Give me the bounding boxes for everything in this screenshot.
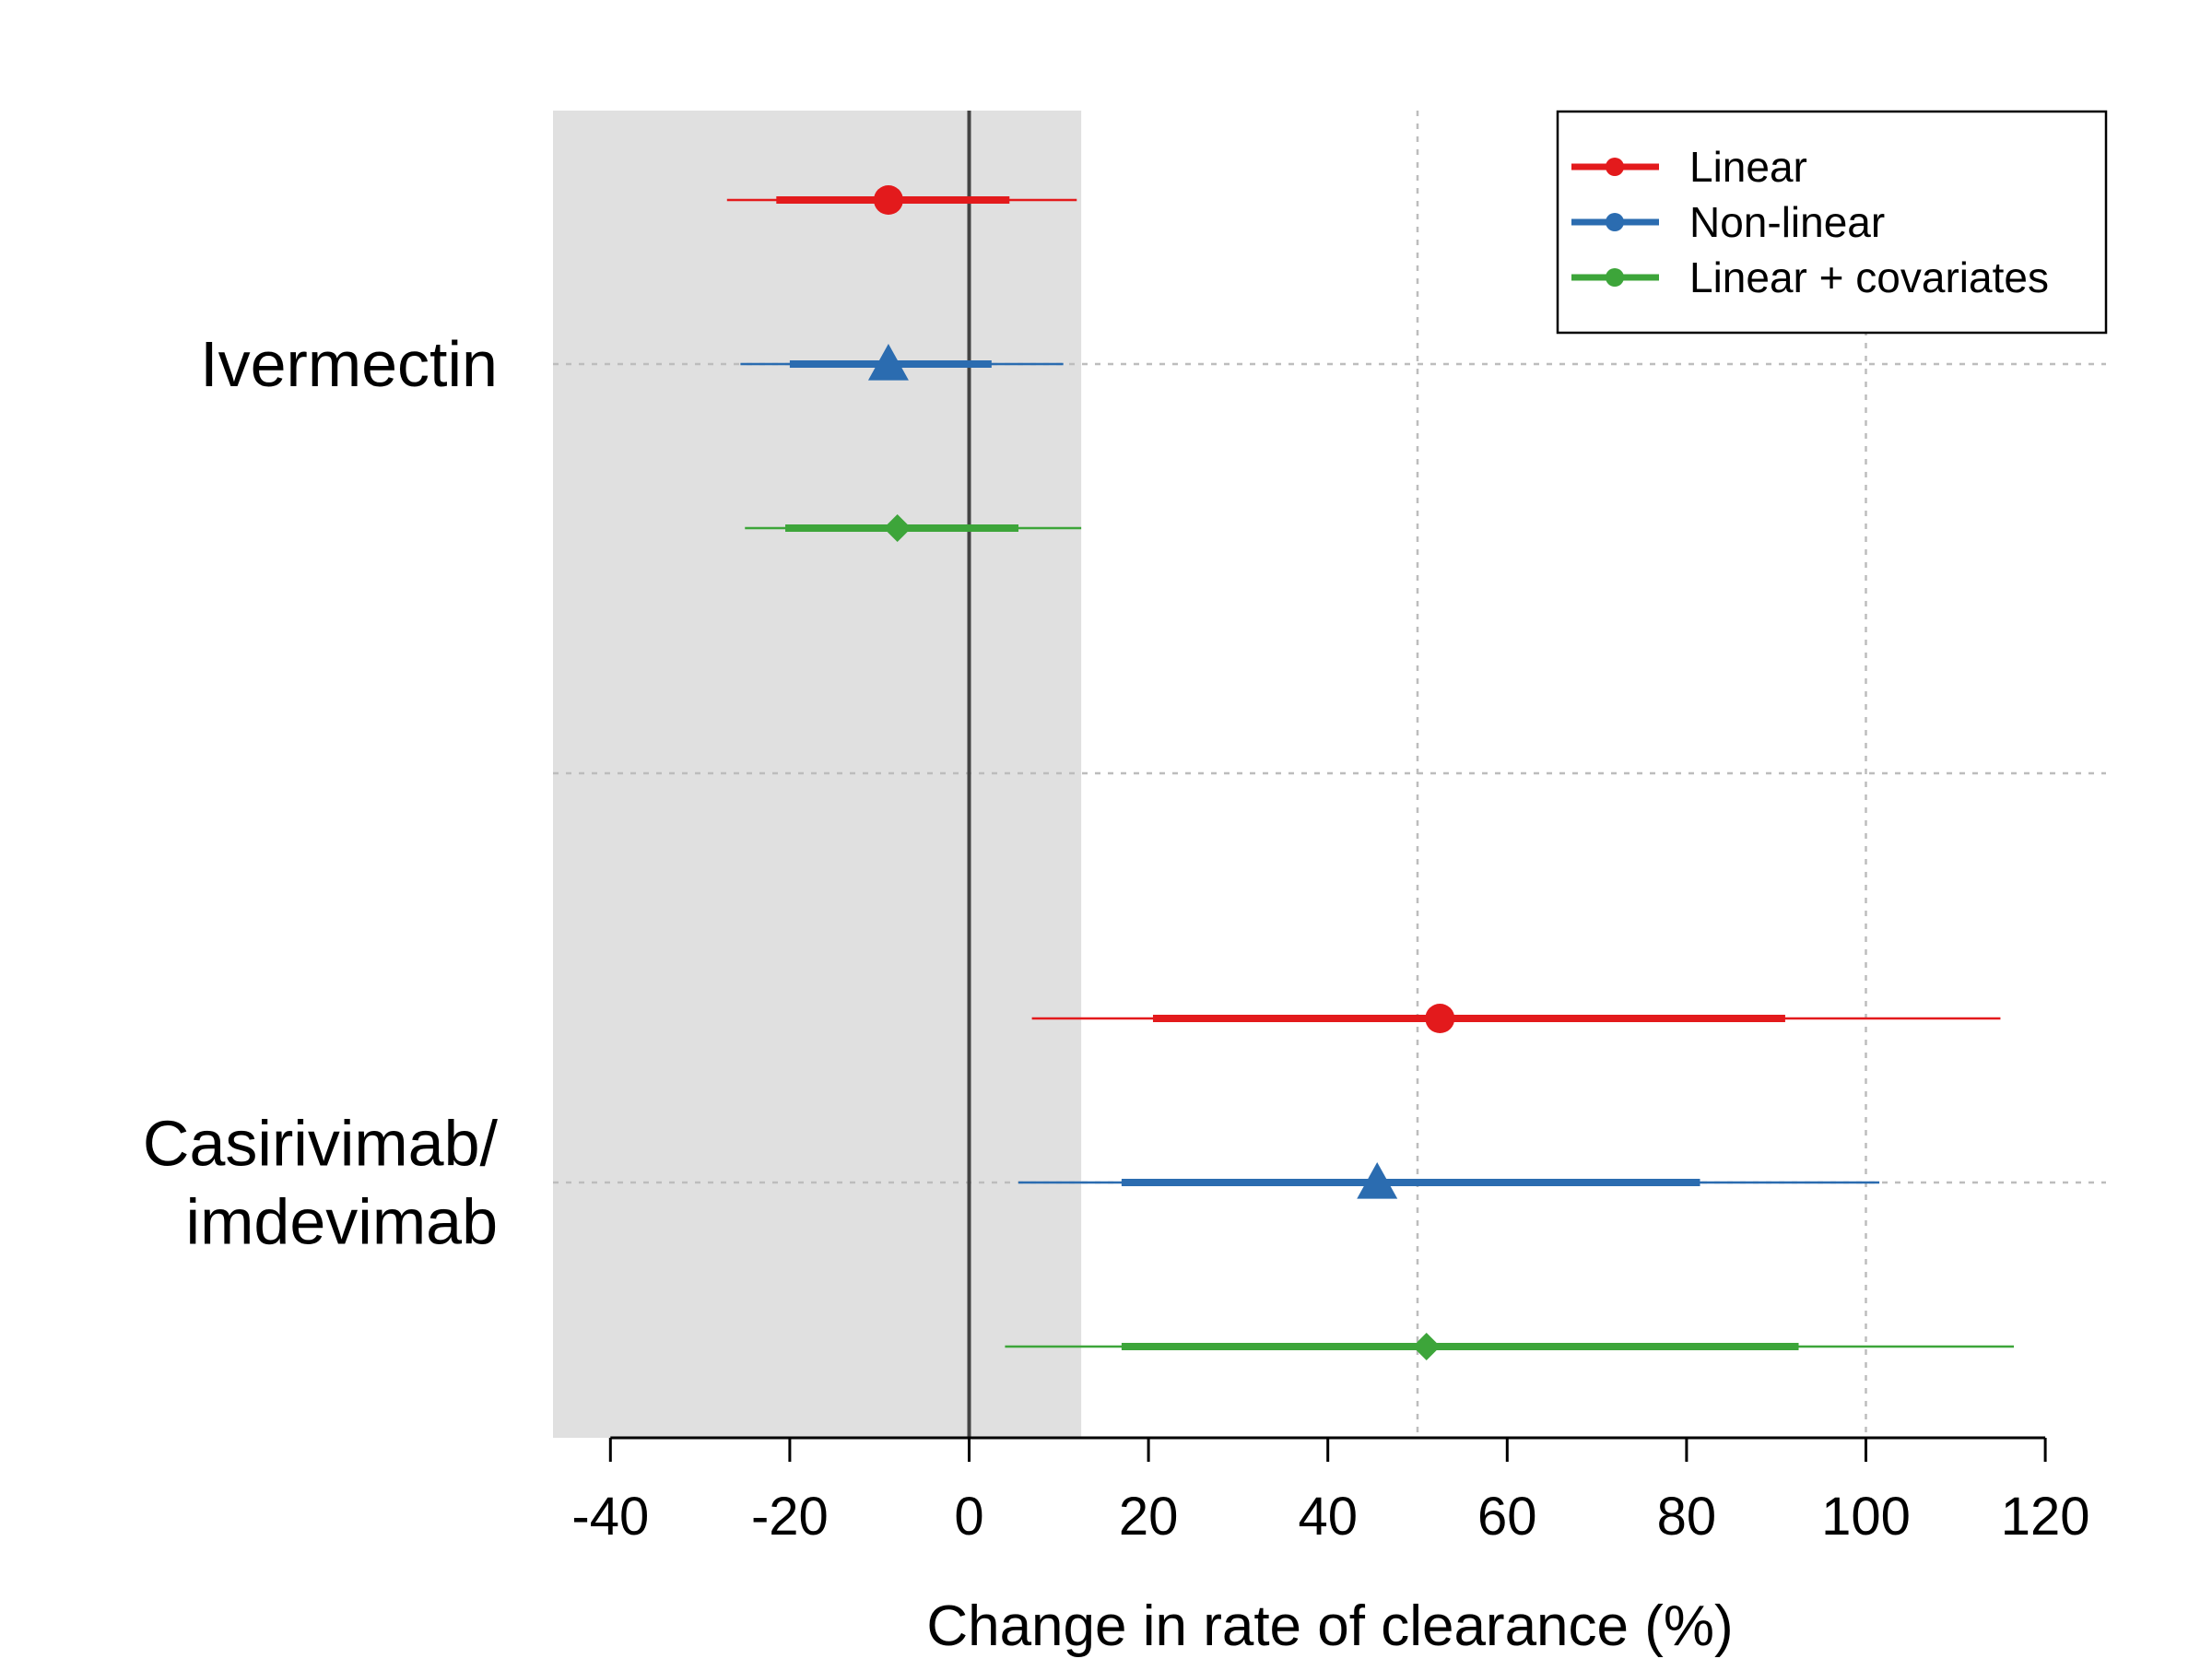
x-axis-title: Change in rate of clearance (%) — [926, 1594, 1733, 1658]
legend-swatch-dot — [1606, 158, 1624, 176]
point-estimate-diamond — [883, 514, 912, 542]
series-non-linear — [740, 344, 1880, 1199]
legend-item: Non-linear — [1571, 198, 1885, 246]
x-tick-label: 60 — [1477, 1487, 1537, 1547]
legend-label: Non-linear — [1689, 198, 1885, 246]
series-marks — [726, 185, 2015, 1360]
x-tick-label: 80 — [1657, 1487, 1717, 1547]
point-estimate-circle — [1425, 1004, 1455, 1033]
legend: Linear Non-linear Linear + covariates — [1556, 110, 2108, 335]
point-estimate-diamond — [1412, 1333, 1441, 1360]
x-tick-label: 0 — [954, 1487, 983, 1547]
legend-item: Linear + covariates — [1571, 253, 2049, 301]
x-tick-label: -20 — [751, 1487, 829, 1547]
point-estimate-triangle — [867, 344, 909, 381]
x-axis: -40 -20 0 20 40 60 80 100 120 — [571, 1436, 2090, 1547]
x-tick-label: -40 — [571, 1487, 649, 1547]
series-linear-covariates — [745, 514, 2015, 1360]
category-label: Casirivimab/ — [143, 1108, 499, 1180]
x-tick-label: 20 — [1119, 1487, 1179, 1547]
legend-label: Linear + covariates — [1689, 253, 2049, 301]
point-estimate-circle — [873, 185, 903, 215]
category-labels: Ivermectin Casirivimab/imdevimab — [143, 328, 499, 1258]
x-tick-label: 40 — [1298, 1487, 1358, 1547]
point-estimate-triangle — [1357, 1162, 1398, 1199]
x-tick-label: 120 — [2001, 1487, 2090, 1547]
category-label: imdevimab — [186, 1186, 498, 1258]
legend-label: Linear — [1689, 143, 1807, 191]
x-tick-label: 100 — [1821, 1487, 1911, 1547]
legend-swatch-dot — [1606, 268, 1624, 287]
series-linear — [726, 185, 2001, 1033]
category-label: Ivermectin — [200, 328, 498, 400]
legend-swatch-dot — [1606, 213, 1624, 231]
legend-item: Linear — [1571, 143, 1807, 191]
